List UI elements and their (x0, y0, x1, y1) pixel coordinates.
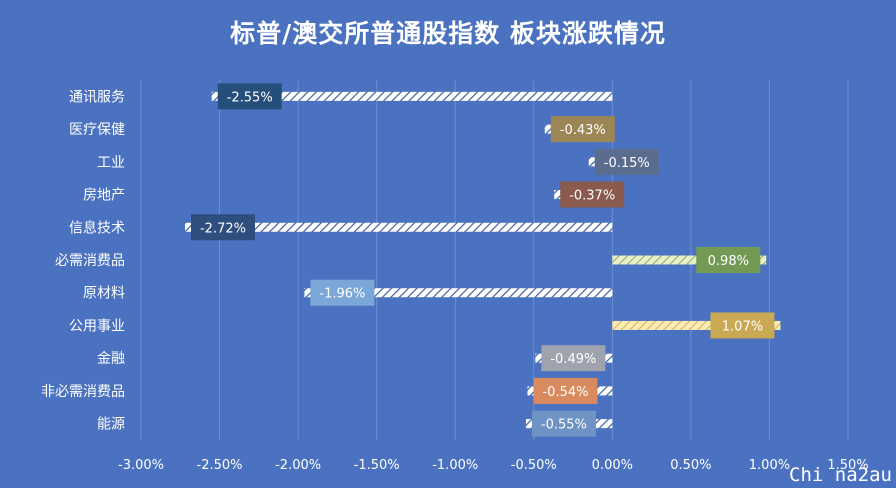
data-label-box (217, 83, 282, 110)
category-label: 通讯服务 (69, 89, 125, 105)
category-label: 房地产 (83, 188, 125, 204)
category-label: 必需消费品 (55, 253, 125, 269)
category-label: 信息技术 (69, 219, 125, 236)
x-tick-label: -1.00% (432, 458, 478, 473)
data-label-box (594, 148, 659, 175)
data-label-box (696, 247, 761, 273)
x-tick-label: -2.00% (275, 458, 321, 473)
data-label-box (533, 377, 598, 404)
data-label: -0.55% (541, 418, 587, 433)
category-label: 原材料 (83, 286, 125, 302)
data-label-box (190, 214, 255, 241)
data-label-box (710, 312, 775, 339)
bar (304, 288, 613, 298)
bar (612, 255, 767, 265)
data-label: 0.98% (708, 254, 749, 269)
data-label-box (310, 279, 375, 306)
data-label: -2.55% (227, 90, 273, 105)
data-label-box (531, 410, 596, 437)
gridlines (140, 80, 849, 440)
category-label: 公用事业 (69, 318, 125, 334)
data-label-box (560, 181, 625, 208)
data-label: -2.72% (200, 221, 246, 236)
x-tick-label: -1.50% (354, 458, 400, 473)
data-label: -0.37% (569, 189, 615, 204)
bar (612, 320, 781, 330)
watermark-text: Chi na2au (789, 464, 892, 486)
x-tick-label: 1.00% (749, 458, 790, 473)
data-label-box (550, 116, 615, 143)
data-label: 1.07% (722, 319, 763, 334)
category-label: 金融 (97, 351, 125, 367)
x-tick-label: -3.00% (118, 458, 164, 473)
category-label: 医疗保健 (69, 122, 125, 138)
data-labels: -2.55% -0.43% -0.15% -0.37% -2.72% 0.98% -1.96… (190, 83, 775, 437)
data-label: -0.54% (542, 385, 588, 400)
x-tick-label: -0.50% (511, 458, 557, 473)
data-label: -0.43% (560, 123, 606, 138)
x-axis-ticks: -3.00% -2.50% -2.00% -1.50% -1.00% -0.50% 0.00… (118, 458, 869, 473)
category-label: 能源 (97, 417, 125, 433)
x-tick-label: 0.00% (592, 458, 633, 473)
category-label: 非必需消费品 (41, 384, 125, 400)
chart-title: 标普/澳交所普通股指数 板块涨跌情况 (230, 19, 666, 48)
x-tick-label: 0.50% (670, 458, 711, 473)
data-label: -0.49% (550, 352, 596, 367)
data-label: -0.15% (604, 156, 650, 171)
bar (184, 222, 613, 232)
x-tick-label: -2.50% (197, 458, 243, 473)
bar (211, 91, 613, 101)
data-label: -1.96% (319, 287, 365, 302)
x-tick-label: 1.50% (827, 458, 868, 473)
data-label-box (541, 345, 606, 372)
category-label: 工业 (97, 155, 125, 171)
